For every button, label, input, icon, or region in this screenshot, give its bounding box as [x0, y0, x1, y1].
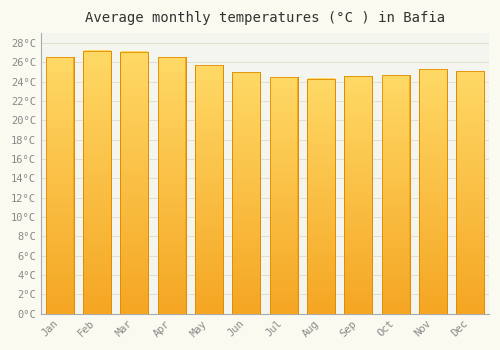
Title: Average monthly temperatures (°C ) in Bafia: Average monthly temperatures (°C ) in Ba…: [85, 11, 445, 25]
Bar: [344, 76, 372, 314]
Bar: [158, 57, 186, 314]
Bar: [232, 72, 260, 314]
Bar: [270, 77, 297, 314]
Bar: [382, 75, 409, 314]
Bar: [232, 72, 260, 314]
Bar: [195, 65, 223, 314]
Bar: [419, 69, 447, 314]
Bar: [307, 79, 335, 314]
Bar: [456, 71, 484, 314]
Bar: [195, 65, 223, 314]
Bar: [344, 76, 372, 314]
Bar: [270, 77, 297, 314]
Bar: [419, 69, 447, 314]
Bar: [158, 57, 186, 314]
Bar: [382, 75, 409, 314]
Bar: [83, 51, 111, 314]
Bar: [456, 71, 484, 314]
Bar: [46, 57, 74, 314]
Bar: [46, 57, 74, 314]
Bar: [307, 79, 335, 314]
Bar: [120, 51, 148, 314]
Bar: [83, 51, 111, 314]
Bar: [120, 51, 148, 314]
